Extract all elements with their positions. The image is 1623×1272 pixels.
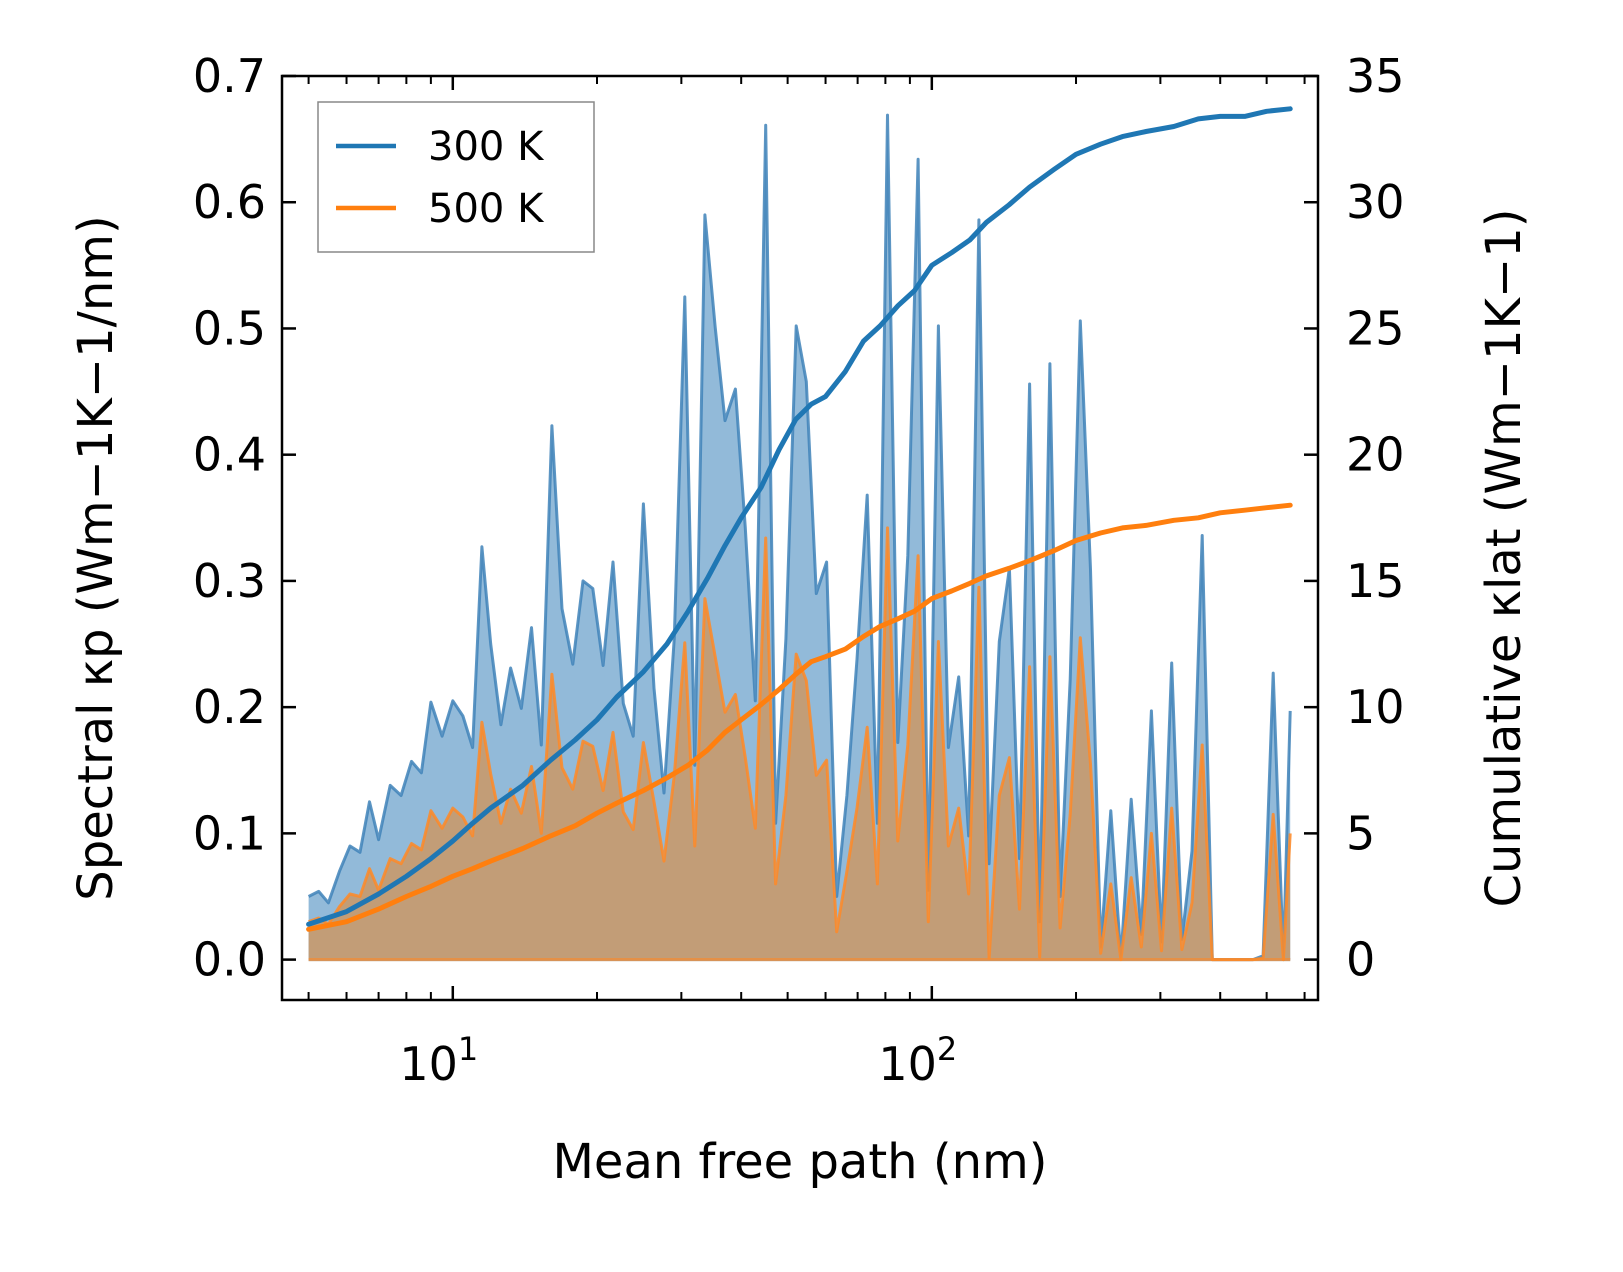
y-left-tick-label: 0.4 [193, 428, 266, 482]
plot-frame [280, 74, 1320, 1002]
cumulative-line-500k [306, 502, 1293, 932]
y-right-tick-label: 30 [1346, 175, 1405, 229]
y-left-tick-label: 0.6 [193, 175, 266, 229]
y-left-tick-label: 0.5 [193, 301, 266, 355]
y-left-tick-label: 0.0 [193, 933, 266, 987]
legend: 300 K 500 K [317, 101, 595, 253]
x-tick-label: 101 [399, 1030, 478, 1091]
left-y-axis-label: Spectral κp (Wm−1K−1/nm) [68, 215, 124, 900]
spectral-area-500k [308, 527, 1291, 960]
y-right-tick-label: 5 [1346, 806, 1375, 860]
y-right-tick-label: 35 [1346, 49, 1405, 103]
legend-box [317, 101, 595, 253]
tick-labels: 101 102 0.0 0.1 0.2 0.3 0.4 0.5 0.6 0.7 0 5 10 15 20 25… [193, 49, 1405, 1091]
spectral-line-300k [307, 113, 1292, 962]
y-right-tick-label: 25 [1346, 301, 1405, 355]
y-left-tick-label: 0.3 [193, 554, 266, 608]
y-right-tick-label: 0 [1346, 933, 1375, 987]
axis-ticks [282, 74, 1318, 1000]
y-left-tick-label: 0.7 [193, 49, 266, 103]
right-y-axis-label: Cumulative κlat (Wm−1K−1) [1476, 209, 1532, 908]
x-axis-label: Mean free path (nm) [553, 1134, 1048, 1190]
legend-label-500k: 500 K [428, 186, 545, 232]
y-right-tick-label: 20 [1346, 428, 1405, 482]
y-left-tick-label: 0.2 [193, 680, 266, 734]
y-left-tick-label: 0.1 [193, 806, 266, 860]
y-right-tick-label: 15 [1346, 554, 1405, 608]
legend-label-300k: 300 K [428, 124, 545, 170]
cumulative-line-300k [306, 106, 1293, 927]
x-tick-label: 102 [878, 1030, 957, 1091]
y-right-tick-label: 10 [1346, 680, 1405, 734]
data-lines [306, 106, 1293, 932]
